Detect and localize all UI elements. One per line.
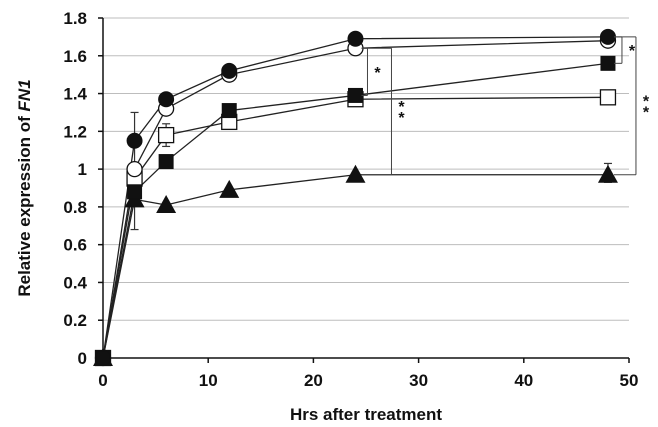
significance-label: * xyxy=(629,43,636,60)
series-line-filled-square xyxy=(102,62,609,359)
data-point-filled-circle xyxy=(126,132,143,149)
series-line-open-square xyxy=(102,96,608,359)
data-point-open-square xyxy=(157,126,175,144)
y-tick-label: 0.4 xyxy=(63,273,87,292)
tick-labels: 0 0.2 0.4 0.6 0.8 1 1.2 1.4 1.6 1.8 0 10 20 30 40 50 xyxy=(63,9,638,390)
data-point-filled-square xyxy=(347,87,363,103)
data-point-filled-triangle xyxy=(345,164,366,183)
y-tick-label: 0 xyxy=(78,349,87,368)
y-tick-label: 0.8 xyxy=(63,198,87,217)
significance-label: * xyxy=(643,93,650,110)
data-point-open-circle xyxy=(126,160,143,178)
y-tick-label: 1.6 xyxy=(63,47,87,66)
series-lines xyxy=(102,36,609,359)
significance-brackets: ****** xyxy=(361,36,650,176)
data-point-filled-circle xyxy=(599,28,616,45)
significance-label: * xyxy=(374,65,381,82)
data-point-filled-triangle xyxy=(219,179,240,198)
y-axis-label: Relative expression of FN1 xyxy=(15,79,34,296)
y-tick-label: 0.2 xyxy=(63,311,87,330)
significance-label: * xyxy=(398,110,405,127)
y-axis-label-text: Relative expression of xyxy=(15,116,34,297)
series-markers xyxy=(93,28,618,367)
axes xyxy=(98,17,630,363)
y-tick-label: 1.2 xyxy=(63,122,87,141)
data-point-filled-square xyxy=(158,154,174,170)
x-tick-label: 20 xyxy=(304,371,323,390)
series-line-filled-circle xyxy=(102,36,608,359)
data-point-filled-square xyxy=(127,184,143,200)
y-axis-label-gene: FN1 xyxy=(15,79,34,111)
data-point-filled-circle xyxy=(95,350,111,366)
x-axis-label: Hrs after treatment xyxy=(290,405,442,424)
data-point-filled-triangle xyxy=(597,164,618,183)
y-tick-label: 1.4 xyxy=(63,85,87,104)
y-tick-label: 1.8 xyxy=(63,9,87,28)
significance-label: * xyxy=(398,99,405,116)
x-tick-label: 40 xyxy=(514,371,533,390)
gridlines xyxy=(103,17,629,321)
error-bars xyxy=(130,111,612,231)
data-point-filled-circle xyxy=(158,91,175,108)
x-tick-label: 30 xyxy=(409,371,428,390)
y-tick-label: 1 xyxy=(78,160,87,179)
data-point-filled-triangle xyxy=(156,195,177,213)
y-tick-label: 0.6 xyxy=(63,236,87,255)
data-point-filled-circle xyxy=(221,62,238,79)
data-point-filled-square xyxy=(221,103,237,119)
significance-label: * xyxy=(643,104,650,121)
x-tick-label: 50 xyxy=(620,371,639,390)
data-point-open-square xyxy=(599,89,617,106)
x-tick-label: 10 xyxy=(199,371,218,390)
x-tick-label: 0 xyxy=(98,371,107,390)
data-point-filled-square xyxy=(600,55,616,71)
series-line-filled-triangle xyxy=(102,174,608,359)
data-point-filled-circle xyxy=(347,30,364,47)
